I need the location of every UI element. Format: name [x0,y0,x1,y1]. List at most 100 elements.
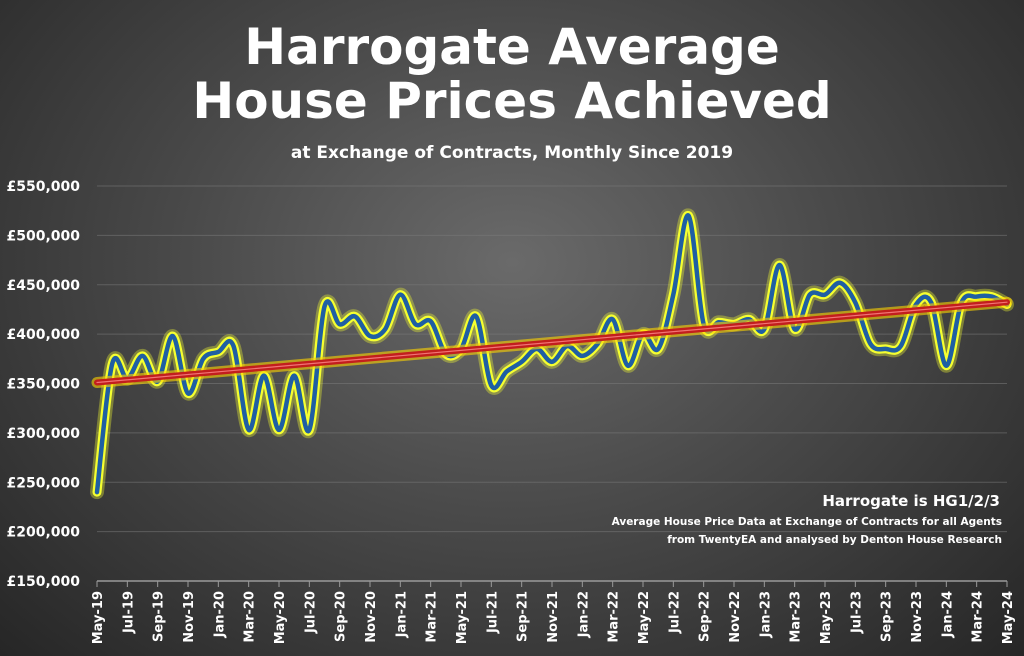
data-point [656,347,660,351]
x-tick-label: Sep-19 [152,591,167,642]
data-point [626,364,630,368]
x-tick-label: Sep-20 [334,591,349,642]
data-point [292,374,296,378]
data-point [899,344,903,348]
x-tick-label: Jul-20 [303,591,318,634]
data-point [383,327,387,331]
y-tick-label: £300,000 [6,426,80,442]
data-point [732,322,736,326]
chart-title-line-2: House Prices Achieved [192,72,832,130]
data-point [838,281,842,285]
data-point [156,380,160,384]
data-point [459,347,463,351]
y-axis-ticks: £150,000 £200,000 £250,000 £300,000 £350,000… [6,179,80,590]
data-point [429,319,433,323]
data-point [929,301,933,305]
data-point [944,364,948,368]
annotation-line-2: from TwentyEA and analysed by Denton Hou… [667,534,1002,546]
x-tick-label: May-21 [455,591,470,644]
x-tick-label: Jan-23 [758,591,773,638]
data-point [580,354,584,358]
y-tick-label: £250,000 [6,475,80,491]
chart-title-line-1: Harrogate Average [244,18,780,76]
data-point [975,295,979,299]
data-point [247,428,251,432]
x-tick-label: Mar-23 [789,591,804,643]
data-point [414,322,418,326]
y-tick-label: £450,000 [6,278,80,294]
x-tick-label: Nov-22 [728,591,743,643]
series-layer [90,208,1014,500]
x-tick-label: Nov-19 [182,591,197,643]
data-point [565,344,569,348]
data-point [520,360,524,364]
data-point [535,347,539,351]
x-tick-label: Jul-23 [849,591,864,634]
data-point [353,314,357,318]
x-tick-label: May-22 [637,591,652,644]
x-tick-label: Jan-24 [940,591,955,638]
data-point [232,344,236,348]
data-point [277,428,281,432]
data-point [216,350,220,354]
data-point [747,317,751,321]
data-point [186,391,190,395]
data-point [110,362,114,366]
series-price-line [94,213,1010,495]
x-tick-label: Jul-21 [485,591,500,634]
y-tick-label: £350,000 [6,377,80,393]
data-point [505,370,509,374]
data-point [1005,303,1009,307]
data-point [323,304,327,308]
x-tick-label: Mar-21 [425,591,440,643]
data-point [793,327,797,331]
x-tick-label: Nov-20 [364,591,379,643]
data-point [869,342,873,346]
data-point [687,214,691,218]
data-point [823,293,827,297]
data-point [914,303,918,307]
data-point [307,428,311,432]
data-point [778,263,782,267]
x-tick-label: Nov-23 [910,591,925,643]
x-tick-label: Jan-21 [394,591,409,638]
data-point [338,322,342,326]
x-tick-label: Nov-21 [546,591,561,643]
data-point [171,334,175,338]
data-point [702,322,706,326]
x-axis-ticks: May-19 Jul-19 Sep-19 Nov-19 Jan-20 Mar-20 May-… [91,581,1016,644]
annotation-line-1: Average House Price Data at Exchange of … [611,516,1002,528]
data-point [641,332,645,336]
x-tick-label: Jan-22 [576,591,591,638]
trendline-highlight [96,301,1008,384]
x-tick-label: May-23 [819,591,834,644]
x-tick-label: Mar-22 [607,591,622,643]
data-point [141,354,145,358]
chart-subtitle: at Exchange of Contracts, Monthly Since … [290,143,734,163]
x-tick-label: Sep-21 [516,591,531,642]
data-point [489,383,493,387]
data-point [611,317,615,321]
annotation-title: Harrogate is HG1/2/3 [822,492,1000,510]
x-tick-label: May-19 [91,591,106,644]
x-tick-label: Sep-23 [880,591,895,642]
x-tick-label: Jul-22 [667,591,682,634]
data-point [368,334,372,338]
x-tick-label: May-24 [1001,591,1016,644]
data-point [550,360,554,364]
x-tick-label: Jan-20 [212,591,227,638]
data-point [95,490,99,494]
data-point [125,377,129,381]
data-point [717,320,721,324]
data-point [884,347,888,351]
data-point [596,342,600,346]
x-tick-label: Jul-19 [121,591,136,634]
data-point [444,352,448,356]
data-point [762,327,766,331]
x-tick-label: May-20 [273,591,288,644]
x-tick-label: Mar-20 [243,591,258,643]
y-tick-label: £200,000 [6,525,80,541]
data-point [671,293,675,297]
